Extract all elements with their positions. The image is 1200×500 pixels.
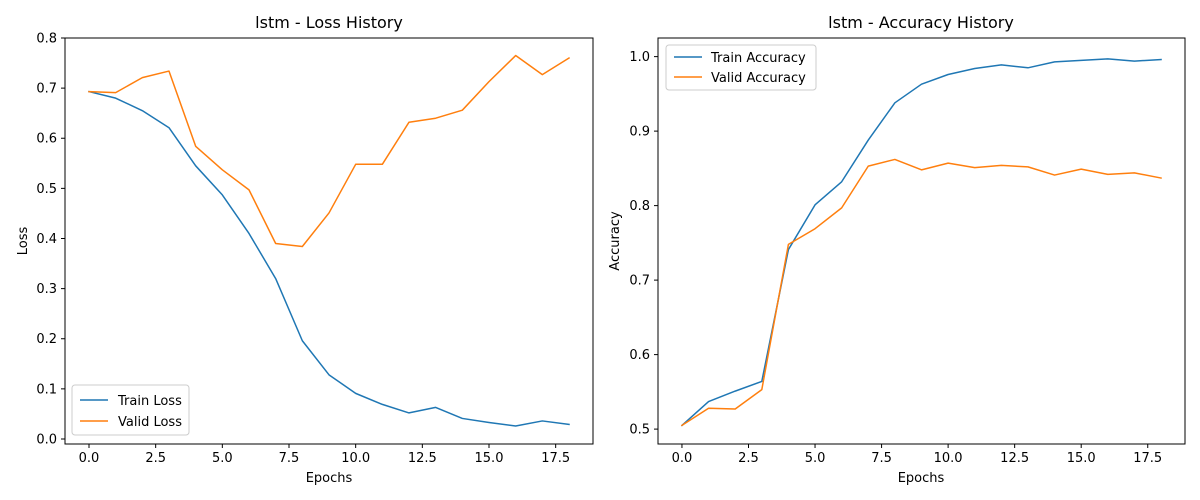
accuracy-x-axis-label: Epochs	[898, 471, 945, 486]
loss-x-tick-label: 5.0	[212, 451, 233, 466]
accuracy-y-tick-label: 0.5	[629, 423, 650, 438]
loss-x-tick-label: 7.5	[279, 451, 300, 466]
accuracy-y-tick-label: 1.0	[629, 50, 650, 65]
accuracy-x-tick-label: 7.5	[871, 451, 892, 466]
accuracy-x-tick-label: 0.0	[672, 451, 693, 466]
accuracy-legend-valid-label: Valid Accuracy	[711, 71, 806, 86]
accuracy-plot-area: 0.0 2.5 5.0 7.5 10.0 12.5 15.0 17.5 0.5 0.6 0.7 0.8…	[629, 50, 1162, 466]
loss-x-tick-label: 2.5	[145, 451, 166, 466]
loss-x-tick-label: 10.0	[341, 451, 370, 466]
accuracy-y-tick-label: 0.6	[629, 348, 650, 363]
loss-y-tick-label: 0.4	[36, 232, 57, 247]
loss-legend-train-label: Train Loss	[117, 394, 182, 409]
accuracy-y-tick-label: 0.8	[629, 199, 650, 214]
valid-accuracy-line	[680, 158, 1162, 427]
accuracy-axes-frame	[657, 37, 1186, 445]
loss-x-axis-label: Epochs	[306, 471, 353, 486]
loss-x-tick-label: 17.5	[541, 451, 570, 466]
loss-y-tick-label: 0.1	[36, 382, 57, 397]
loss-axes-frame	[64, 37, 594, 445]
accuracy-x-tick-label: 15.0	[1067, 451, 1096, 466]
loss-chart: lstm - Loss History 0.0 2.5 5.0 7.5 10.0 12.5…	[16, 13, 594, 486]
loss-x-tick-label: 15.0	[475, 451, 504, 466]
loss-legend-valid-label: Valid Loss	[118, 415, 182, 430]
accuracy-y-tick-label: 0.7	[629, 274, 650, 289]
loss-x-tick-label: 12.5	[408, 451, 437, 466]
loss-plot-area: 0.0 2.5 5.0 7.5 10.0 12.5 15.0 17.5 0.0 0.1 0.2 0.3…	[36, 32, 570, 467]
loss-y-tick-label: 0.5	[36, 182, 57, 197]
accuracy-legend-train-label: Train Accuracy	[710, 51, 806, 66]
accuracy-x-tick-label: 2.5	[738, 451, 759, 466]
loss-y-tick-label: 0.3	[36, 282, 57, 297]
loss-y-tick-label: 0.6	[36, 132, 57, 147]
loss-chart-title: lstm - Loss History	[255, 13, 403, 32]
accuracy-legend-box	[665, 44, 817, 91]
accuracy-y-axis-label: Accuracy	[608, 211, 623, 271]
accuracy-x-tick-label: 12.5	[1000, 451, 1029, 466]
accuracy-chart: lstm - Accuracy History 0.0 2.5 5.0 7.5 10.0…	[608, 13, 1186, 486]
loss-y-axis-label: Loss	[16, 227, 31, 256]
accuracy-x-tick-label: 5.0	[805, 451, 826, 466]
accuracy-x-tick-label: 10.0	[934, 451, 963, 466]
loss-y-tick-label: 0.8	[36, 32, 57, 47]
loss-x-tick-label: 0.0	[79, 451, 100, 466]
accuracy-chart-title: lstm - Accuracy History	[828, 13, 1014, 32]
accuracy-legend: Train Accuracy Valid Accuracy	[665, 44, 817, 91]
loss-legend-box	[71, 384, 190, 436]
accuracy-y-tick-label: 0.9	[629, 125, 650, 140]
accuracy-x-tick-label: 17.5	[1133, 451, 1162, 466]
loss-y-tick-label: 0.0	[36, 432, 57, 447]
train-loss-line	[88, 90, 570, 427]
loss-legend: Train Loss Valid Loss	[71, 384, 190, 436]
valid-loss-line	[88, 54, 571, 248]
loss-y-tick-label: 0.2	[36, 332, 57, 347]
train-accuracy-line	[680, 58, 1162, 427]
loss-y-tick-label: 0.7	[36, 82, 57, 97]
